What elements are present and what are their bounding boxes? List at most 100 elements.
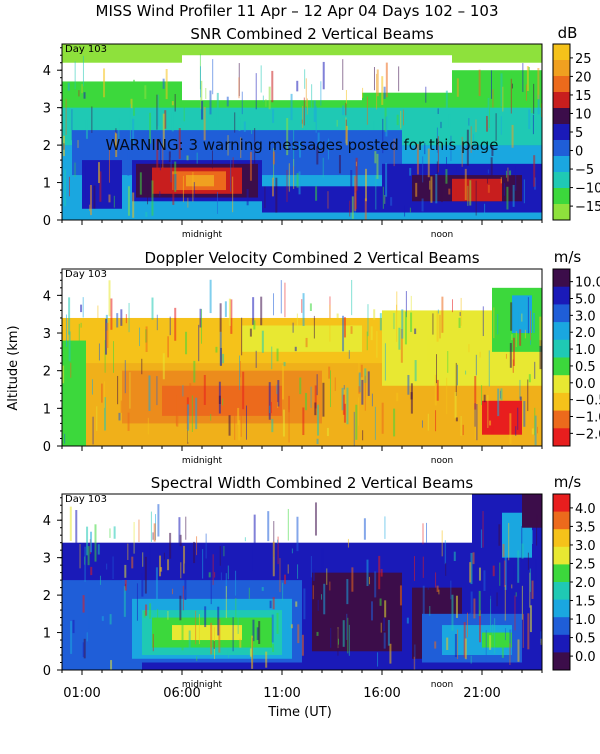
heatmap-streak xyxy=(374,406,376,440)
heatmap-streak xyxy=(375,175,377,210)
heatmap-streak xyxy=(86,632,88,642)
heatmap-streak xyxy=(399,585,402,606)
heatmap-streak xyxy=(162,113,165,149)
heatmap-streak xyxy=(151,180,154,216)
heatmap-streak xyxy=(358,358,360,374)
heatmap-streak xyxy=(179,595,182,621)
heatmap-streak xyxy=(337,638,339,645)
heatmap-streak xyxy=(162,147,164,169)
colorbar-tick-label: 2.0 xyxy=(575,326,596,341)
heatmap-streak xyxy=(79,544,81,569)
heatmap-streak xyxy=(149,112,152,144)
heatmap-streak xyxy=(82,595,85,613)
heatmap-streak xyxy=(448,188,451,195)
heatmap-streak xyxy=(366,559,369,587)
heatmap-streak xyxy=(99,575,101,585)
heatmap-streak xyxy=(153,523,156,542)
heatmap-streak xyxy=(528,374,531,383)
heatmap-streak xyxy=(358,386,361,394)
heatmap-streak xyxy=(364,375,366,411)
heatmap-streak xyxy=(384,600,387,618)
heatmap-streak xyxy=(337,628,339,656)
heatmap-streak xyxy=(492,89,494,108)
heatmap-streak xyxy=(405,291,407,318)
heatmap-streak xyxy=(272,541,275,577)
colorbar-segment xyxy=(553,140,570,157)
heatmap-streak xyxy=(234,112,236,133)
colorbar-tick-label: −2.0 xyxy=(575,427,600,442)
heatmap-streak xyxy=(509,413,512,445)
colorbar-segment xyxy=(553,428,570,447)
heatmap-streak xyxy=(492,565,495,577)
heatmap-streak xyxy=(310,386,312,408)
colorbar-tick-label: 5 xyxy=(575,126,583,141)
heatmap-streak xyxy=(517,550,520,583)
heatmap-streak xyxy=(470,591,473,625)
heatmap-streak xyxy=(78,90,80,97)
heatmap-streak xyxy=(195,397,198,430)
heatmap-streak xyxy=(209,90,212,115)
heatmap-streak xyxy=(380,568,383,577)
heatmap-streak xyxy=(366,331,368,351)
heatmap-streak xyxy=(174,93,176,112)
heatmap-streak xyxy=(454,391,457,419)
heatmap-streak xyxy=(174,307,177,341)
heatmap-streak xyxy=(463,622,466,658)
heatmap-streak xyxy=(414,360,417,382)
heatmap-streak xyxy=(342,59,344,90)
heatmap-streak xyxy=(336,313,339,319)
heatmap-streak xyxy=(294,346,297,352)
figure-title: MISS Wind Profiler 11 Apr – 12 Apr 04 Da… xyxy=(96,2,499,20)
heatmap-streak xyxy=(496,592,498,607)
heatmap-streak xyxy=(93,185,96,209)
heatmap-streak xyxy=(89,184,92,216)
heatmap-streak xyxy=(329,370,331,408)
heatmap-streak xyxy=(489,420,492,426)
heatmap-streak xyxy=(212,59,214,95)
heatmap-streak xyxy=(338,155,341,174)
heatmap-streak xyxy=(205,87,207,99)
heatmap-streak xyxy=(322,382,325,417)
heatmap-streak xyxy=(539,340,542,370)
heatmap-streak xyxy=(196,152,198,164)
heatmap-streak xyxy=(271,177,274,197)
colorbar-segment xyxy=(553,582,570,601)
heatmap-streak xyxy=(91,106,93,133)
heatmap-streak xyxy=(347,617,349,654)
heatmap-streak xyxy=(512,337,515,366)
heatmap-streak xyxy=(327,191,329,209)
heatmap-streak xyxy=(509,643,511,666)
heatmap-streak xyxy=(260,296,263,326)
heatmap-streak xyxy=(514,595,516,631)
colorbar-tick-label: 0.0 xyxy=(575,377,596,392)
heatmap-streak xyxy=(379,598,382,606)
heatmap-streak xyxy=(351,279,353,316)
heatmap-streak xyxy=(241,91,243,115)
heatmap-streak xyxy=(296,80,299,92)
heatmap-streak xyxy=(280,280,282,314)
heatmap-streak xyxy=(355,404,358,440)
heatmap-streak xyxy=(474,403,476,427)
heatmap-streak xyxy=(176,411,179,427)
heatmap-streak xyxy=(316,374,318,396)
heatmap-streak xyxy=(482,306,484,337)
panel-plot-area xyxy=(62,494,542,670)
heatmap-streak xyxy=(199,66,201,98)
heatmap-streak xyxy=(343,317,346,338)
heatmap-streak xyxy=(150,511,152,542)
heatmap-streak xyxy=(232,176,234,213)
heatmap-streak xyxy=(361,379,364,405)
heatmap-streak xyxy=(133,522,135,554)
heatmap-streak xyxy=(262,95,264,102)
heatmap-streak xyxy=(80,304,83,313)
heatmap-streak xyxy=(473,598,476,619)
heatmap-streak xyxy=(491,426,494,435)
heatmap-streak xyxy=(94,524,97,562)
heatmap-streak xyxy=(371,393,373,407)
heatmap-streak xyxy=(155,567,158,602)
y-tick-label: 0 xyxy=(43,440,51,455)
heatmap-cell xyxy=(312,572,402,652)
heatmap-streak xyxy=(312,612,314,632)
heatmap-streak xyxy=(384,194,386,204)
heatmap-streak xyxy=(413,556,415,581)
